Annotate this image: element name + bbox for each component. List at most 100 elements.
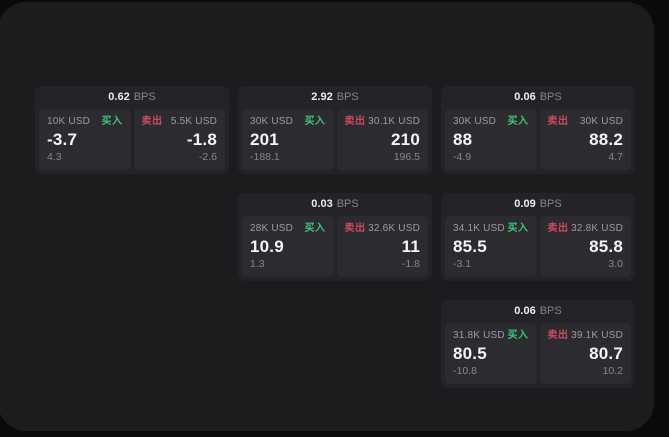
buy-price: 201 — [250, 130, 279, 149]
buy-amount: 30K USD — [250, 116, 294, 127]
sell-label: 卖出 — [141, 116, 163, 127]
sell-delta: 10.2 — [602, 365, 623, 378]
buy-amount: 28K USD — [250, 223, 294, 234]
sell-quote-panel[interactable]: 卖出 39.1K USD 80.7 10.2 — [539, 323, 631, 384]
bps-unit-label: BPS — [539, 198, 562, 210]
buy-label: 买入 — [507, 223, 529, 234]
sell-price: 88.2 — [589, 130, 623, 149]
quote-body: 10K USD 买入 -3.7 4.3 卖出 5.5K USD -1.8 -2.… — [39, 109, 225, 170]
bps-header: 2.92 BPS — [242, 86, 428, 109]
sell-price: -1.8 — [186, 130, 217, 149]
sell-quote-panel[interactable]: 卖出 32.6K USD 11 -1.8 — [336, 216, 428, 277]
sell-delta: -2.6 — [198, 151, 217, 164]
bps-unit-label: BPS — [336, 91, 359, 103]
buy-quote-top-row: 31.8K USD 买入 — [453, 330, 529, 341]
buy-delta: -188.1 — [250, 151, 280, 164]
buy-price: -3.7 — [47, 130, 78, 149]
bps-value: 0.03 — [311, 198, 333, 210]
buy-quote-panel[interactable]: 30K USD 买入 201 -188.1 — [242, 109, 334, 170]
buy-price: 88 — [453, 130, 473, 149]
sell-quote-panel[interactable]: 卖出 5.5K USD -1.8 -2.6 — [133, 109, 225, 170]
sell-quote-top-row: 卖出 32.8K USD — [548, 223, 624, 234]
buy-label: 买入 — [304, 116, 326, 127]
sell-amount: 5.5K USD — [170, 116, 217, 127]
bps-value: 0.06 — [514, 91, 536, 103]
sell-label: 卖出 — [344, 116, 366, 127]
buy-delta: 1.3 — [250, 258, 265, 271]
sell-price: 80.7 — [589, 344, 623, 363]
bps-header: 0.06 BPS — [445, 300, 631, 323]
bps-unit-label: BPS — [539, 91, 562, 103]
sell-delta: -1.8 — [401, 258, 420, 271]
buy-label: 买入 — [101, 116, 123, 127]
buy-price: 10.9 — [250, 237, 284, 256]
buy-amount: 30K USD — [453, 116, 497, 127]
buy-quote-top-row: 30K USD 买入 — [250, 116, 326, 127]
quote-card: 0.03 BPS 28K USD 买入 10.9 1.3 卖出 32.6K US… — [238, 193, 432, 281]
sell-label: 卖出 — [547, 223, 569, 234]
buy-delta: -4.9 — [453, 151, 472, 164]
cards-grid: 0.62 BPS 10K USD 买入 -3.7 4.3 卖出 5.5K USD… — [35, 86, 635, 388]
quote-card: 0.62 BPS 10K USD 买入 -3.7 4.3 卖出 5.5K USD… — [35, 86, 229, 174]
quote-card: 0.09 BPS 34.1K USD 买入 85.5 -3.1 卖出 32.8K… — [441, 193, 635, 281]
sell-quote-top-row: 卖出 39.1K USD — [548, 330, 624, 341]
bps-value: 0.06 — [514, 305, 536, 317]
bps-header: 0.03 BPS — [242, 193, 428, 216]
buy-quote-panel[interactable]: 30K USD 买入 88 -4.9 — [445, 109, 537, 170]
sell-label: 卖出 — [547, 116, 569, 127]
buy-delta: 4.3 — [47, 151, 62, 164]
buy-quote-top-row: 28K USD 买入 — [250, 223, 326, 234]
buy-price: 85.5 — [453, 237, 487, 256]
bps-unit-label: BPS — [133, 91, 156, 103]
sell-delta: 196.5 — [393, 151, 420, 164]
bps-value: 2.92 — [311, 91, 333, 103]
sell-price: 11 — [401, 237, 420, 256]
sell-quote-top-row: 卖出 30K USD — [548, 116, 624, 127]
quote-body: 30K USD 买入 88 -4.9 卖出 30K USD 88.2 4.7 — [445, 109, 631, 170]
buy-quote-panel[interactable]: 10K USD 买入 -3.7 4.3 — [39, 109, 131, 170]
sell-amount: 30K USD — [579, 116, 623, 127]
buy-quote-top-row: 10K USD 买入 — [47, 116, 123, 127]
sell-label: 卖出 — [547, 330, 569, 341]
sell-price: 85.8 — [589, 237, 623, 256]
sell-quote-panel[interactable]: 卖出 30.1K USD 210 196.5 — [336, 109, 428, 170]
sell-amount: 30.1K USD — [368, 116, 420, 127]
sell-quote-top-row: 卖出 32.6K USD — [345, 223, 421, 234]
quote-body: 30K USD 买入 201 -188.1 卖出 30.1K USD 210 1… — [242, 109, 428, 170]
quote-body: 34.1K USD 买入 85.5 -3.1 卖出 32.8K USD 85.8… — [445, 216, 631, 277]
buy-amount: 31.8K USD — [453, 330, 505, 341]
sell-amount: 32.8K USD — [571, 223, 623, 234]
quote-card: 0.06 BPS 31.8K USD 买入 80.5 -10.8 卖出 39.1… — [441, 300, 635, 388]
buy-amount: 10K USD — [47, 116, 91, 127]
buy-quote-top-row: 30K USD 买入 — [453, 116, 529, 127]
buy-label: 买入 — [507, 116, 529, 127]
buy-quote-top-row: 34.1K USD 买入 — [453, 223, 529, 234]
sell-amount: 39.1K USD — [571, 330, 623, 341]
bps-unit-label: BPS — [539, 305, 562, 317]
buy-quote-panel[interactable]: 31.8K USD 买入 80.5 -10.8 — [445, 323, 537, 384]
sell-quote-panel[interactable]: 卖出 32.8K USD 85.8 3.0 — [539, 216, 631, 277]
sell-quote-panel[interactable]: 卖出 30K USD 88.2 4.7 — [539, 109, 631, 170]
sell-quote-top-row: 卖出 5.5K USD — [142, 116, 218, 127]
bps-value: 0.62 — [108, 91, 130, 103]
sell-label: 卖出 — [344, 223, 366, 234]
buy-amount: 34.1K USD — [453, 223, 505, 234]
sell-delta: 3.0 — [608, 258, 623, 271]
buy-price: 80.5 — [453, 344, 487, 363]
bps-header: 0.06 BPS — [445, 86, 631, 109]
quote-body: 31.8K USD 买入 80.5 -10.8 卖出 39.1K USD 80.… — [445, 323, 631, 384]
buy-label: 买入 — [507, 330, 529, 341]
sell-quote-top-row: 卖出 30.1K USD — [345, 116, 421, 127]
sell-price: 210 — [391, 130, 420, 149]
quote-card: 0.06 BPS 30K USD 买入 88 -4.9 卖出 30K USD 8… — [441, 86, 635, 174]
buy-delta: -3.1 — [453, 258, 472, 271]
quote-body: 28K USD 买入 10.9 1.3 卖出 32.6K USD 11 -1.8 — [242, 216, 428, 277]
buy-quote-panel[interactable]: 34.1K USD 买入 85.5 -3.1 — [445, 216, 537, 277]
sell-delta: 4.7 — [608, 151, 623, 164]
buy-delta: -10.8 — [453, 365, 477, 378]
bps-header: 0.62 BPS — [39, 86, 225, 109]
bps-header: 0.09 BPS — [445, 193, 631, 216]
quotes-panel: 0.62 BPS 10K USD 买入 -3.7 4.3 卖出 5.5K USD… — [0, 2, 654, 431]
buy-quote-panel[interactable]: 28K USD 买入 10.9 1.3 — [242, 216, 334, 277]
